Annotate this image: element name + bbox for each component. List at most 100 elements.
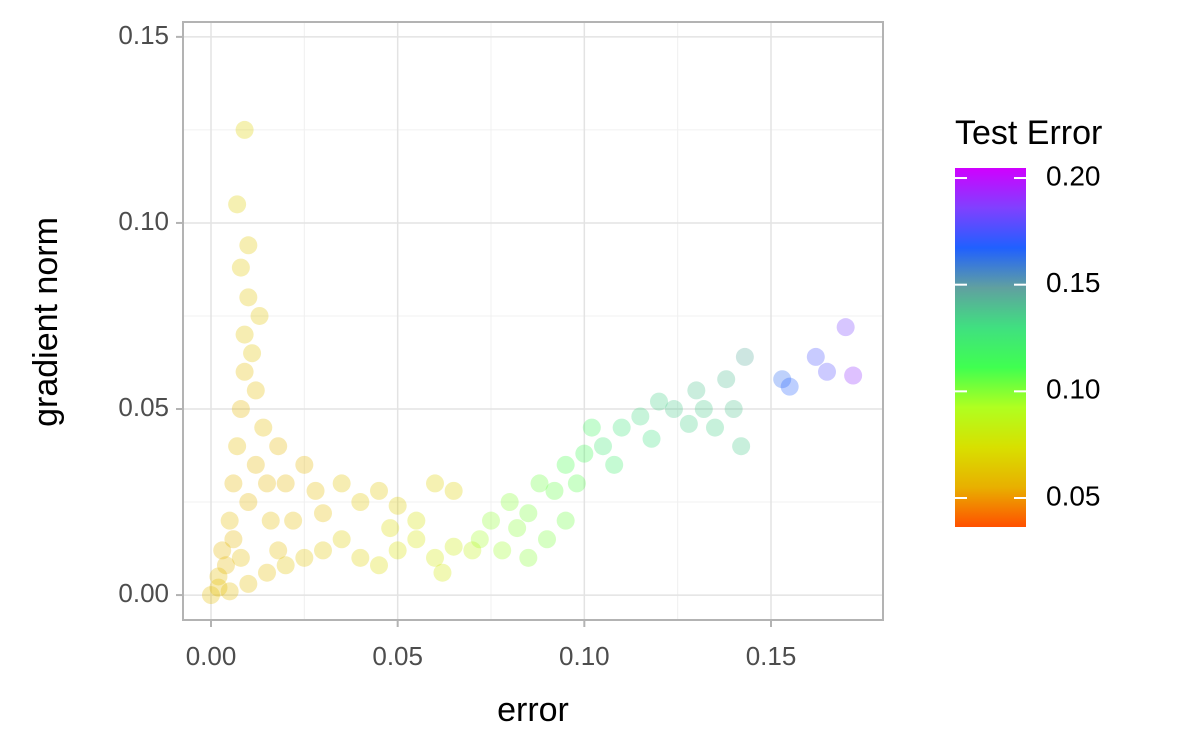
point (706, 418, 724, 437)
point (806, 347, 825, 366)
point (231, 400, 250, 419)
point (687, 381, 706, 400)
x-tick-label: 0.15 (746, 641, 797, 671)
point (213, 541, 232, 560)
plot-border (182, 21, 884, 621)
point (314, 541, 332, 560)
point (332, 474, 351, 493)
point (228, 195, 247, 214)
point (231, 258, 250, 277)
point (235, 120, 254, 139)
point (370, 481, 388, 500)
point (239, 493, 258, 512)
point (463, 541, 482, 560)
point (239, 574, 258, 593)
y-axis-title: gradient norm (27, 217, 65, 427)
point (724, 400, 743, 419)
point (254, 418, 273, 437)
point (246, 381, 265, 400)
point (258, 563, 276, 582)
point (519, 548, 538, 567)
point (239, 236, 258, 255)
point (732, 437, 751, 456)
point (235, 325, 254, 344)
point (381, 519, 400, 538)
colorbar-label: 0.05 (1046, 480, 1101, 511)
point (493, 541, 512, 560)
point (388, 496, 407, 515)
point (243, 344, 262, 363)
point (224, 474, 243, 493)
y-tick-label: 0.10 (118, 206, 169, 236)
point (426, 548, 444, 567)
point (582, 418, 601, 437)
point (246, 455, 265, 474)
point (284, 511, 303, 530)
point (844, 366, 863, 385)
point (407, 530, 426, 549)
point (224, 530, 243, 549)
point (314, 504, 332, 523)
point (444, 537, 463, 556)
legend-title: Test Error (955, 114, 1102, 152)
point (500, 493, 519, 512)
point (694, 400, 713, 419)
point (773, 370, 792, 389)
y-tick-label: 0.00 (118, 578, 169, 608)
x-tick-label: 0.00 (186, 641, 237, 671)
point (836, 318, 855, 337)
point (228, 437, 247, 456)
point (276, 474, 295, 493)
point (295, 548, 314, 567)
point (269, 541, 288, 560)
point (780, 377, 799, 396)
point (370, 556, 388, 575)
point (239, 288, 258, 307)
point (250, 306, 269, 325)
point (556, 511, 575, 530)
y-tick-label: 0.15 (118, 20, 169, 50)
point (235, 362, 254, 381)
point (519, 504, 538, 523)
colorbar-label: 0.15 (1046, 267, 1101, 298)
point (220, 511, 239, 530)
point (351, 493, 370, 512)
point (433, 563, 452, 582)
point (594, 437, 612, 456)
point (407, 511, 426, 530)
point (295, 455, 314, 474)
point (679, 414, 698, 433)
point (351, 548, 370, 567)
point (231, 548, 250, 567)
point (332, 530, 351, 549)
point (545, 481, 564, 500)
x-tick-label: 0.10 (559, 641, 610, 671)
point (470, 530, 489, 549)
point (444, 481, 463, 500)
point (538, 530, 556, 549)
point (575, 444, 594, 463)
point (605, 455, 624, 474)
point (220, 582, 239, 601)
colorbar-label: 0.20 (1046, 160, 1101, 191)
x-axis-title: error (497, 691, 569, 729)
point (276, 556, 295, 575)
point (426, 474, 444, 493)
point (209, 567, 228, 586)
point (818, 362, 836, 381)
point (388, 541, 407, 560)
point (612, 418, 631, 437)
point (482, 511, 500, 530)
point (556, 455, 575, 474)
colorbar (955, 168, 1026, 527)
point (261, 511, 280, 530)
point (735, 347, 754, 366)
point (306, 481, 325, 500)
point (717, 370, 736, 389)
point (567, 474, 586, 493)
y-tick-label: 0.05 (118, 392, 169, 422)
colorbar-label: 0.10 (1046, 374, 1101, 405)
point (631, 407, 650, 426)
point (269, 437, 288, 456)
